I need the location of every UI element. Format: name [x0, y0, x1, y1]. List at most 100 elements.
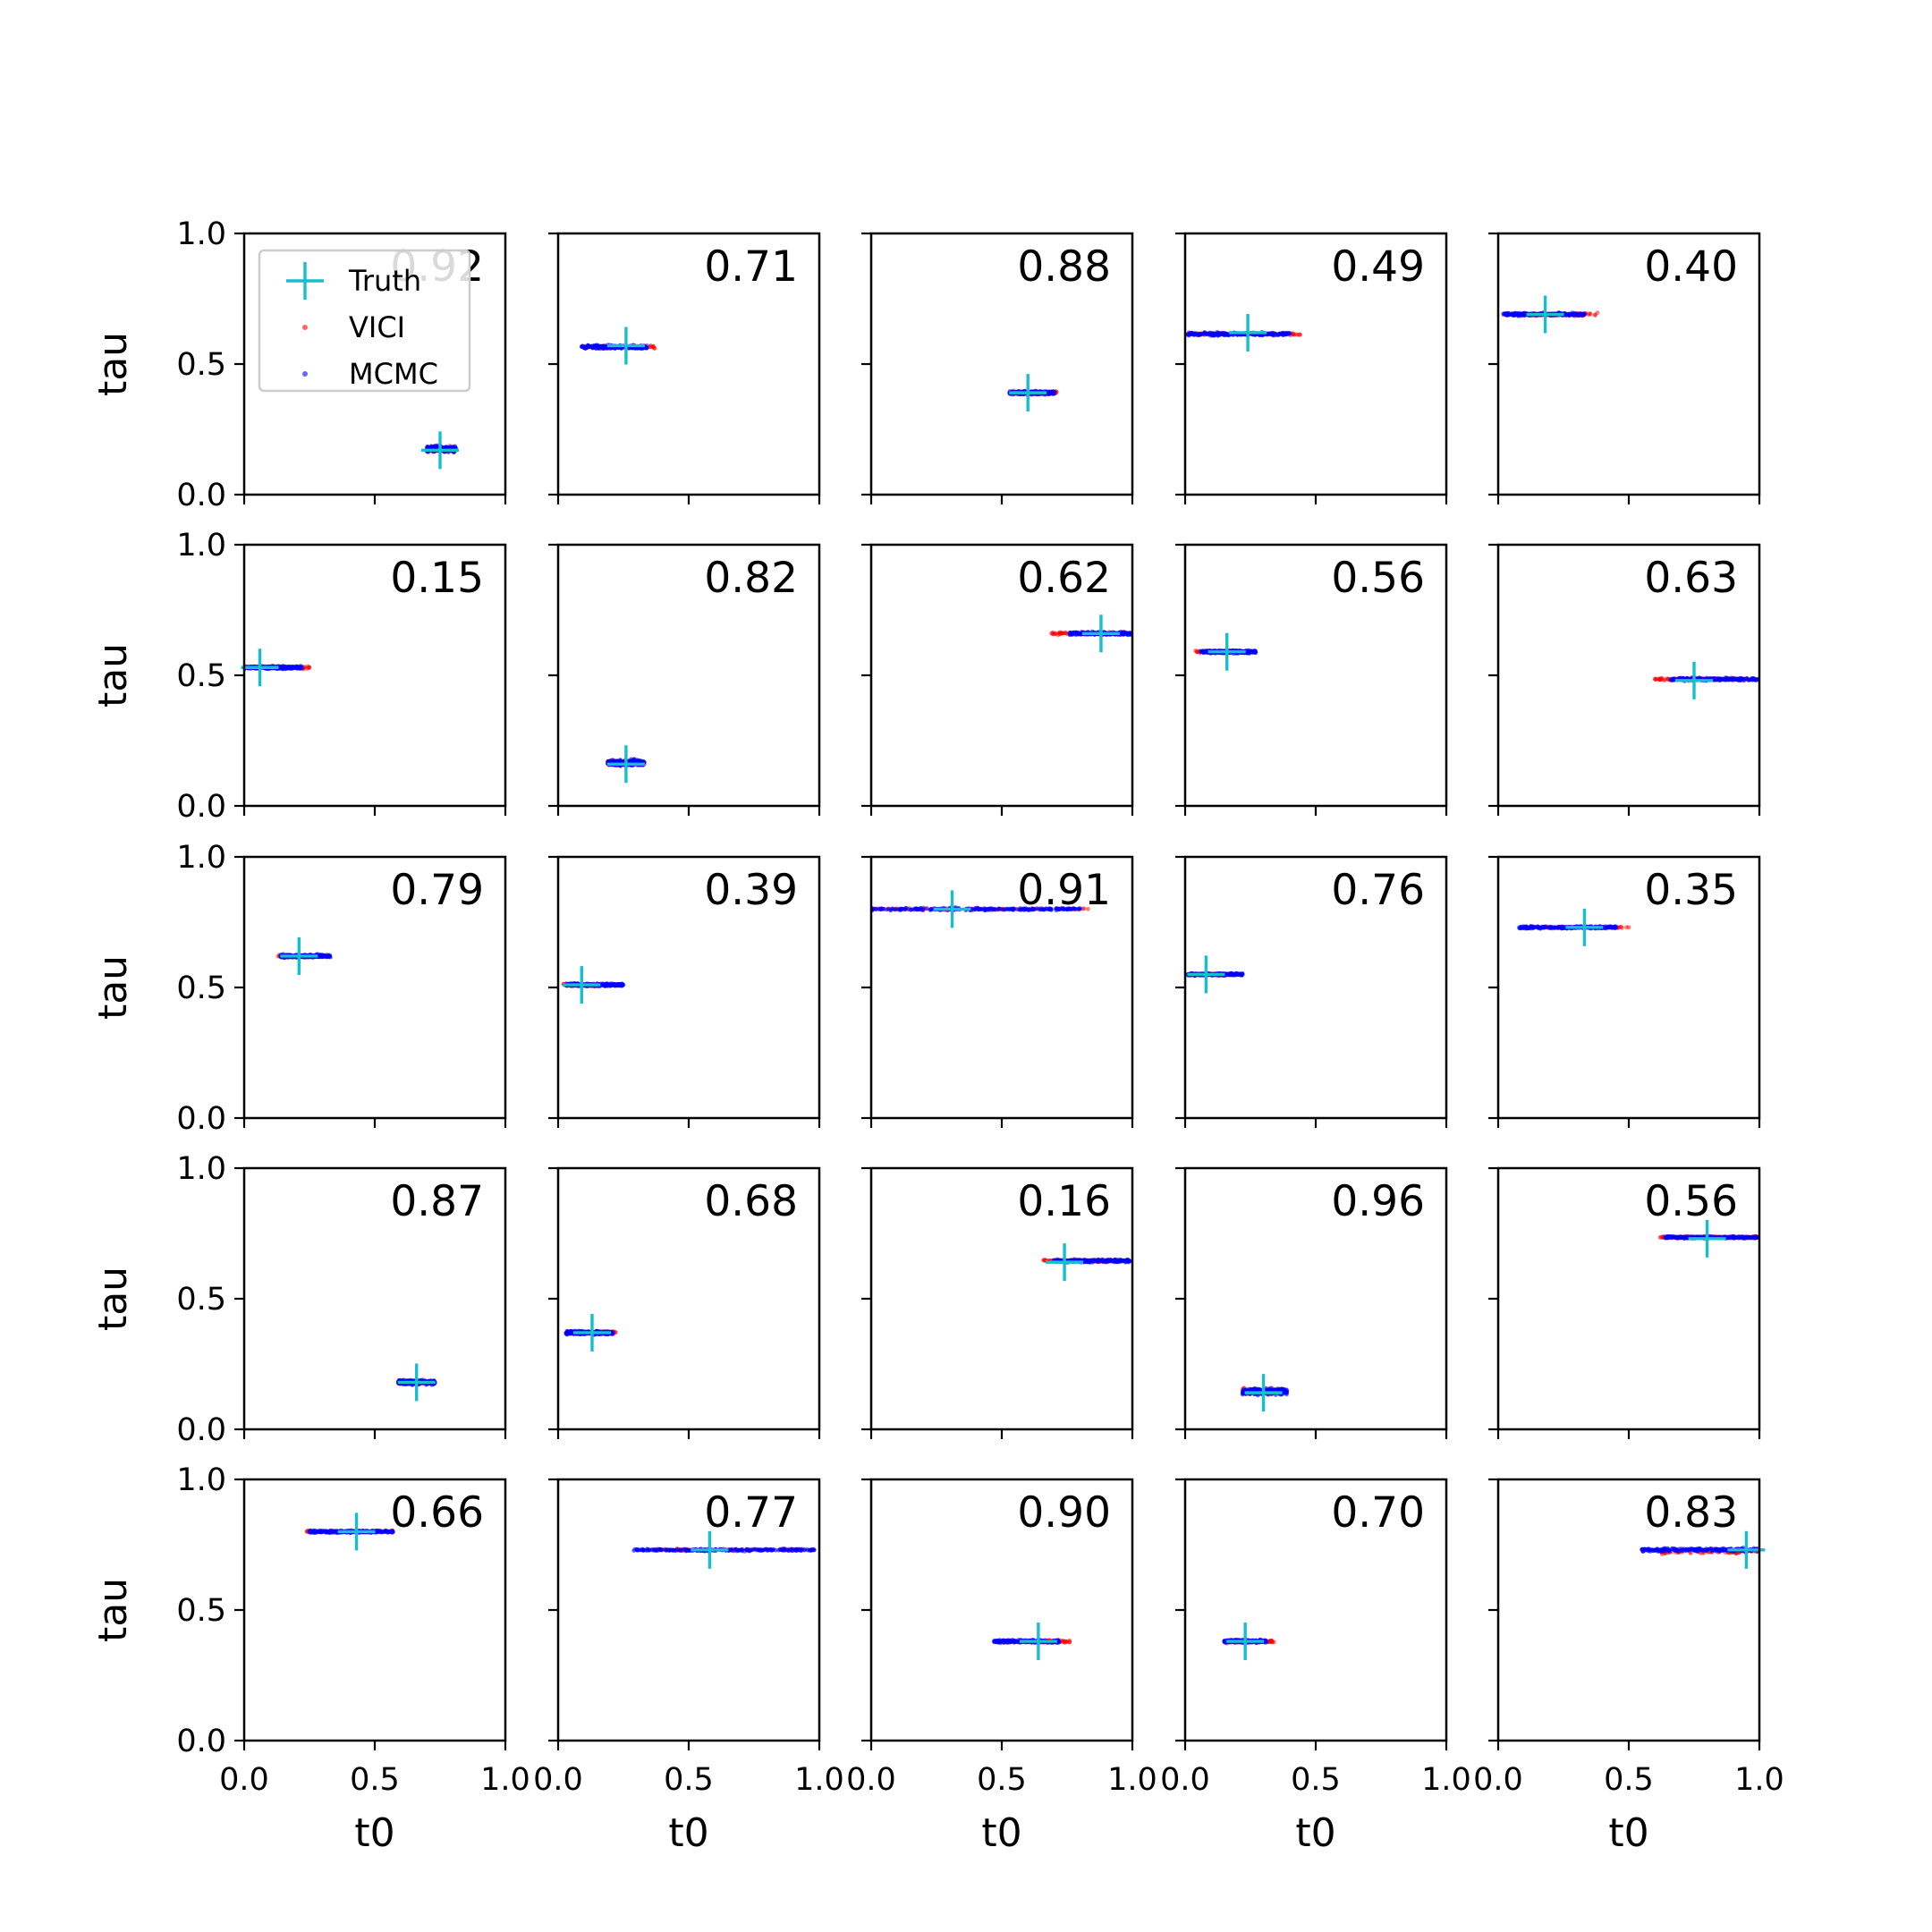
mcmc-sample-point [1021, 907, 1027, 912]
mcmc-sample-point [285, 665, 291, 670]
mcmc-sample-point [1563, 312, 1568, 318]
mcmc-sample-point [1049, 390, 1055, 395]
mcmc-sample-point [1200, 332, 1205, 337]
subplot-5: 0.40 [1488, 232, 1761, 504]
vici-sample-point [1050, 631, 1055, 637]
mcmc-sample-point [425, 445, 430, 449]
mcmc-sample-point [1003, 907, 1008, 911]
mcmc-sample-point [1069, 907, 1074, 912]
mcmc-sample-point [1286, 331, 1291, 336]
overlap-value: 0.63 [1644, 554, 1738, 603]
mcmc-sample-point [1224, 332, 1229, 337]
mcmc-sample-point [321, 953, 326, 958]
vici-sample-point [1624, 925, 1629, 930]
y-tick-label: 1.0 [176, 528, 226, 564]
vici-sample-point [1194, 649, 1199, 655]
mcmc-sample-point [898, 907, 903, 912]
overlap-value: 0.40 [1644, 242, 1738, 292]
mcmc-sample-point [880, 906, 885, 911]
mcmc-sample-point [1566, 312, 1572, 318]
truth-marker [280, 936, 318, 975]
mcmc-sample-point [609, 982, 614, 987]
vici-sample-point [1654, 677, 1659, 682]
mcmc-sample-point [1189, 332, 1194, 337]
subplot-7: 0.82 [548, 543, 821, 816]
mcmc-sample-point [890, 906, 895, 911]
mcmc-sample-point [582, 345, 587, 351]
subplot-3: 0.88 [861, 232, 1134, 504]
mcmc-sample-point [1015, 907, 1021, 912]
truth-marker [1081, 614, 1120, 653]
truth-marker [563, 966, 601, 1004]
truth-marker [606, 745, 645, 784]
mcmc-sample-point [928, 907, 934, 911]
mcmc-sample-point [603, 982, 607, 987]
subplot-13: 0.91 [861, 855, 1134, 1128]
mcmc-sample-point [1277, 332, 1283, 336]
mcmc-sample-point [1212, 332, 1216, 337]
truth-marker [1229, 313, 1267, 352]
mcmc-sample-point [886, 907, 891, 911]
mcmc-sample-point [1246, 649, 1251, 654]
subplot-14: 0.76 [1175, 855, 1448, 1128]
vici-sample-point [1593, 313, 1597, 318]
overlap-value: 0.49 [1331, 242, 1425, 292]
mcmc-sample-point [983, 906, 987, 911]
overlap-value: 0.91 [1017, 866, 1111, 915]
vici-sample-point [1081, 906, 1087, 911]
vici-sample-point [1586, 312, 1591, 317]
mcmc-sample-point [1041, 907, 1046, 912]
truth-marker [1009, 374, 1047, 412]
overlap-value: 0.79 [390, 866, 484, 915]
mcmc-sample-point [601, 344, 606, 350]
overlap-value: 0.82 [704, 554, 798, 603]
mcmc-sample-point [1011, 906, 1015, 911]
mcmc-sample-point [1026, 907, 1031, 911]
mcmc-sample-point [1125, 631, 1130, 636]
y-axis-label: tau [90, 332, 136, 396]
y-axis-label: tau [90, 955, 136, 1020]
overlap-value: 0.71 [704, 242, 798, 292]
truth-marker [933, 890, 971, 928]
mcmc-sample-point [1074, 631, 1079, 636]
truth-marker [1675, 661, 1713, 699]
mcmc-sample-point [903, 907, 908, 911]
y-axis-label: tau [90, 643, 136, 708]
mcmc-sample-point [1253, 648, 1258, 654]
mcmc-sample-point [1516, 311, 1521, 317]
mcmc-sample-point [1055, 906, 1060, 911]
mcmc-sample-point [1573, 312, 1578, 318]
vici-sample-point [1297, 332, 1302, 337]
vici-sample-point [1057, 631, 1062, 636]
y-tick-label: 1.0 [176, 840, 226, 876]
overlap-value: 0.76 [1331, 866, 1425, 915]
mcmc-sample-point [1119, 631, 1124, 636]
mcmc-sample-point [644, 345, 649, 351]
mcmc-sample-point [1035, 906, 1039, 911]
subplot-8: 0.62 [861, 543, 1134, 816]
mcmc-sample-point [1750, 676, 1755, 682]
overlap-value: 0.56 [1331, 554, 1425, 603]
mcmc-sample-point [1067, 631, 1072, 636]
mcmc-sample-point [1719, 676, 1724, 682]
mcmc-sample-point [1077, 906, 1082, 911]
mcmc-sample-point [1723, 675, 1728, 681]
mcmc-sample-point [1046, 906, 1051, 911]
y-tick-label: 0.0 [176, 1101, 226, 1137]
mcmc-sample-point [327, 954, 333, 960]
y-tick-label: 0.5 [176, 658, 226, 694]
vici-sample-point [1063, 631, 1068, 636]
vici-sample-point [306, 665, 311, 671]
vici-sample-point [1294, 332, 1299, 337]
vici-sample-point [1657, 677, 1662, 682]
y-tick-label: 0.0 [176, 789, 226, 825]
mcmc-sample-point [1736, 676, 1741, 682]
truth-marker [421, 431, 459, 470]
truth-marker [241, 648, 279, 687]
subplot-4: 0.49 [1175, 232, 1448, 504]
mcmc-sample-point [1006, 907, 1012, 912]
